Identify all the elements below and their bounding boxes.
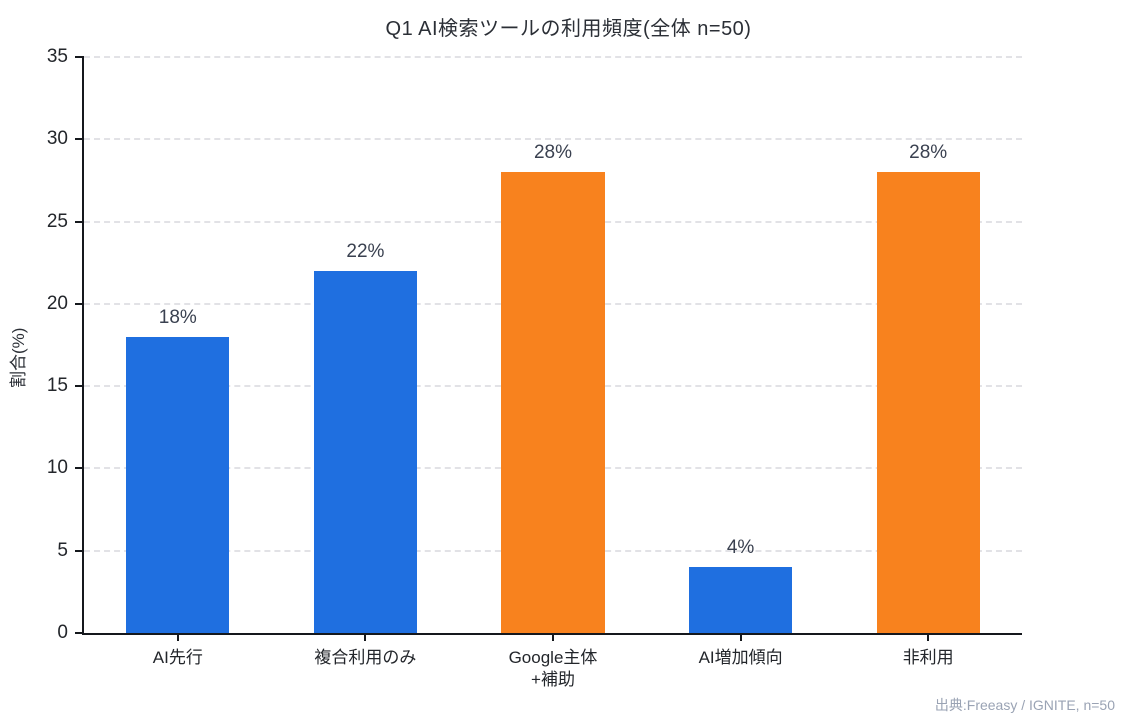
x-tick-mark [176,633,179,641]
bar-value-label: 28% [909,142,948,164]
bar-3 [501,172,605,633]
y-tick-mark [75,549,84,552]
gridline [84,56,1022,58]
bar-5 [876,172,980,633]
chart-title: Q1 AI検索ツールの利用頻度(全体 n=50) [385,18,752,40]
y-tick-label: 10 [46,457,68,479]
x-tick-mark [552,633,554,641]
x-tick-label: 非利用 [902,648,954,667]
x-tick-mark [364,633,367,641]
y-tick-label: 15 [46,375,68,397]
y-tick-mark [75,56,84,58]
x-tick-label: AI先行 [152,648,203,667]
x-tick-mark [927,633,930,641]
y-tick-mark [75,632,84,634]
y-tick-label: 0 [57,622,68,643]
bar-value-label: 18% [158,306,197,328]
y-tick-mark [75,220,84,223]
bar-value-label: 22% [346,240,385,262]
y-tick-mark [75,385,84,388]
bar-value-label: 28% [533,142,573,164]
y-tick-mark [75,138,84,141]
plot-area: 0 5 10 15 20 25 30 35 18% AI先行 22% 複合利用のみ 28% Google主… [47,46,1022,689]
y-tick-label: 35 [46,46,68,67]
y-tick-label: 5 [57,539,68,561]
y-tick-label: 30 [46,128,68,150]
y-axis-label: 割合(%) [9,327,28,388]
y-tick-mark [75,467,84,470]
x-tick-label: 複合利用のみ [314,648,417,667]
x-tick-label: AI増加傾向 [698,648,783,667]
x-tick-mark [739,633,742,641]
y-tick-label: 20 [46,292,68,314]
x-tick-label: Google主体 +補助 [508,648,598,690]
gridline [84,138,1022,141]
source-note: 出典:Freeasy / IGNITE, n=50 [934,697,1115,713]
bar-4 [689,567,793,633]
bar-1 [126,336,230,633]
y-tick-label: 25 [46,210,68,232]
bar-value-label: 4% [726,537,755,559]
y-tick-mark [75,302,84,305]
bar-2 [313,270,417,633]
